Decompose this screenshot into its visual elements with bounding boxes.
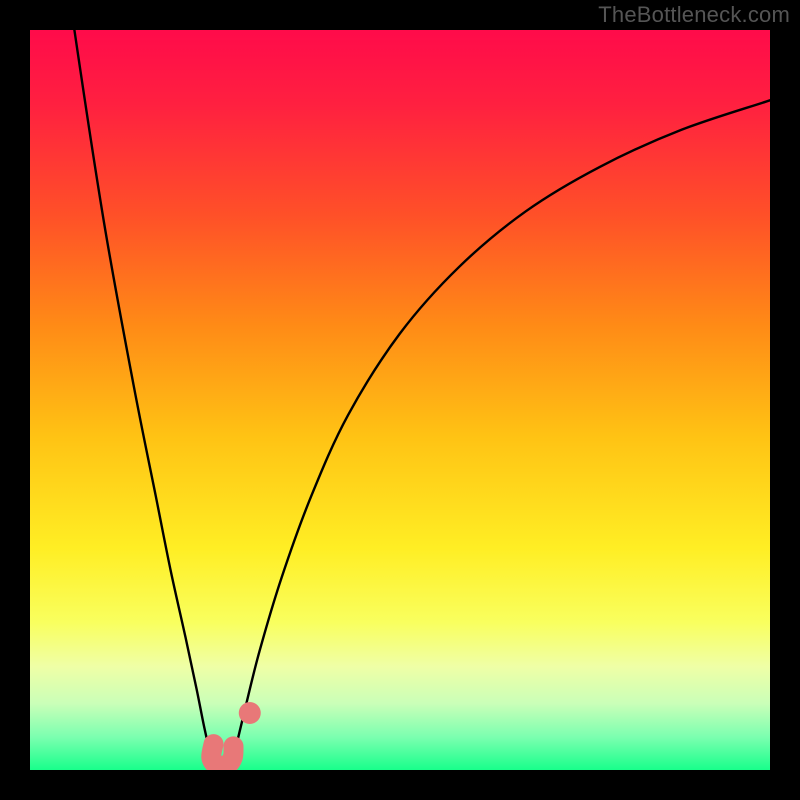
plot-background <box>30 30 770 770</box>
bottleneck-chart <box>0 0 800 800</box>
valley-marker-dot <box>239 702 261 724</box>
chart-frame: TheBottleneck.com <box>0 0 800 800</box>
watermark-text: TheBottleneck.com <box>598 2 790 28</box>
